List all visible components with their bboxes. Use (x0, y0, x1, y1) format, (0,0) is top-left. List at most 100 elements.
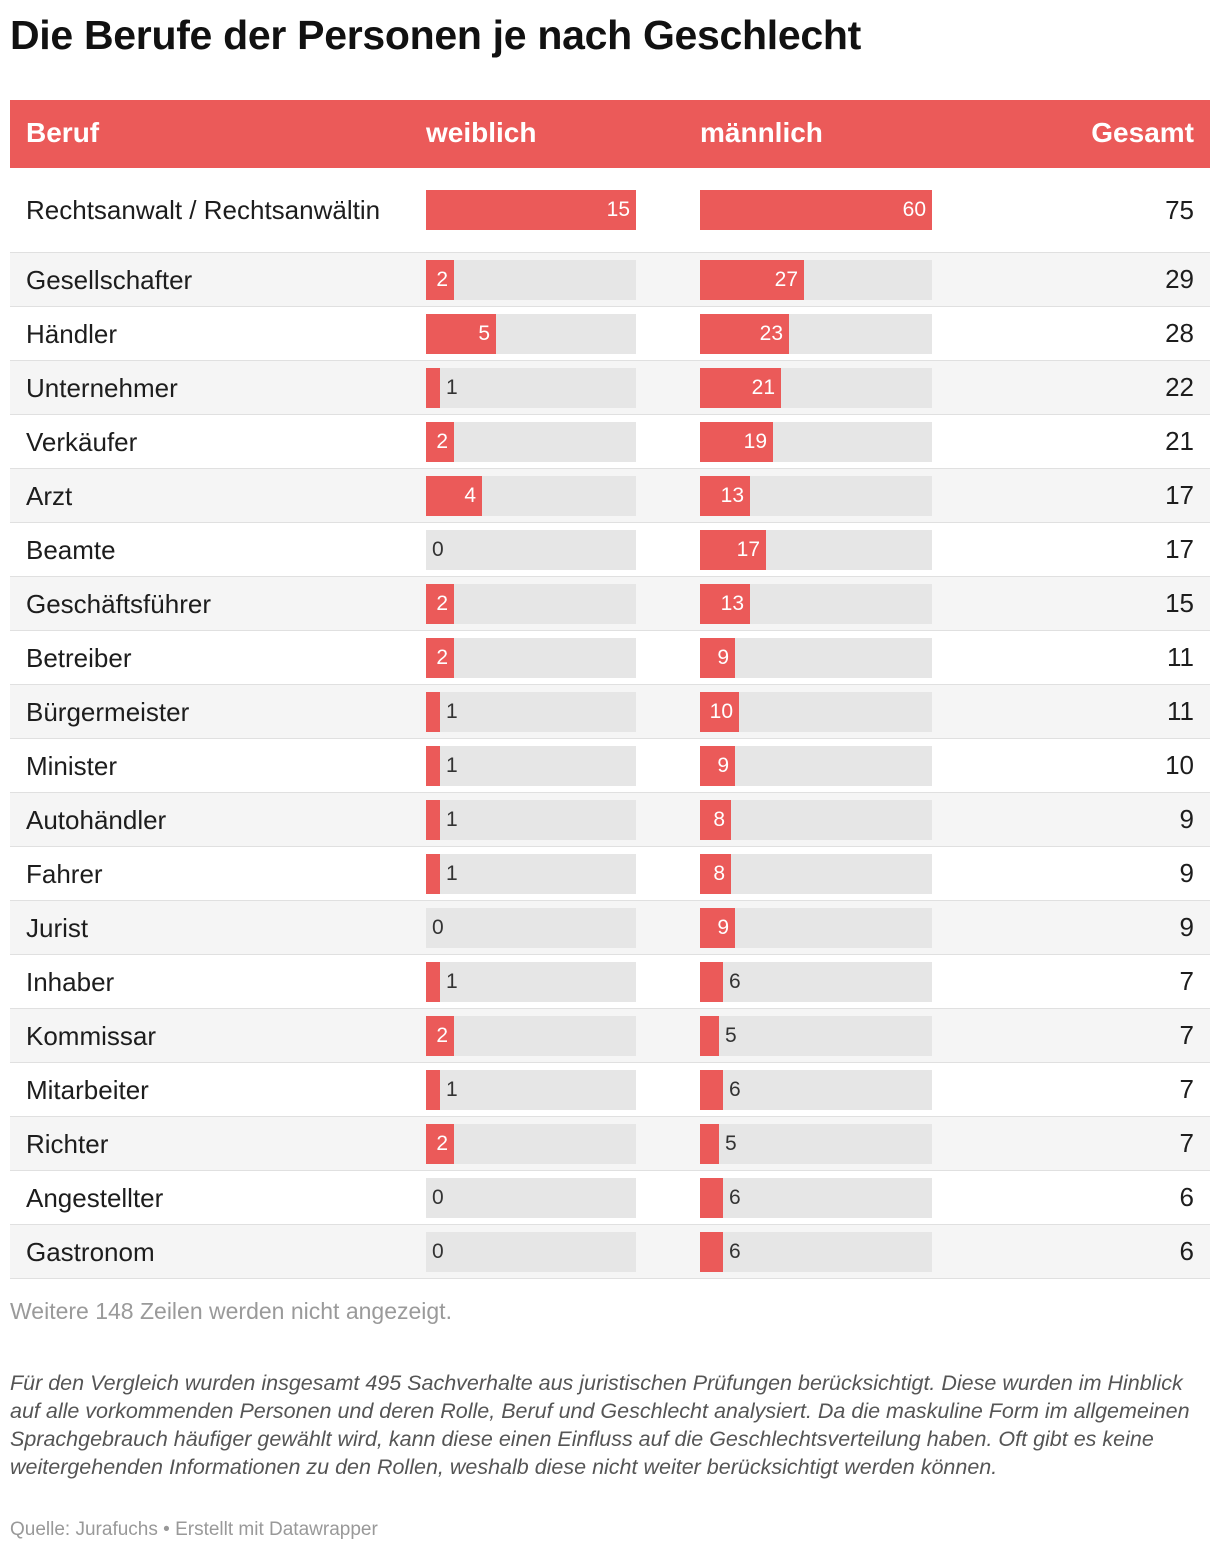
cell-gesamt: 7 (1179, 966, 1194, 996)
maennlich-bar-track: 9 (700, 745, 932, 786)
maennlich-bar (700, 799, 731, 840)
maennlich-value: 19 (743, 429, 767, 453)
maennlich-value: 8 (713, 861, 725, 885)
cell-beruf: Geschäftsführer (26, 588, 211, 619)
weiblich-bar-track: 4 (426, 475, 636, 516)
maennlich-bar (700, 853, 731, 894)
cell-gesamt: 6 (1179, 1182, 1194, 1212)
cell-beruf: Inhaber (26, 966, 115, 997)
cell-beruf: Richter (26, 1128, 109, 1159)
weiblich-bar-track: 0 (426, 1231, 636, 1272)
maennlich-bar-track: 6 (700, 961, 932, 1002)
cell-gesamt: 11 (1167, 642, 1194, 672)
cell-gesamt: 28 (1165, 318, 1194, 348)
maennlich-bar (700, 313, 789, 354)
weiblich-bar-track: 0 (426, 907, 636, 948)
weiblich-value: 1 (446, 969, 458, 993)
maennlich-bar (700, 190, 932, 230)
weiblich-value: 1 (446, 807, 458, 831)
maennlich-bar-track: 10 (700, 691, 932, 732)
weiblich-bar-track: 2 (426, 259, 636, 300)
chart-title: Die Berufe der Personen je nach Geschlec… (10, 12, 861, 58)
cell-gesamt: 7 (1179, 1020, 1194, 1050)
weiblich-value: 4 (464, 483, 476, 507)
maennlich-value: 5 (725, 1131, 737, 1155)
maennlich-bar (700, 907, 735, 948)
weiblich-bar-track: 1 (426, 1069, 636, 1110)
weiblich-bar (426, 961, 440, 1002)
maennlich-bar (700, 637, 735, 678)
maennlich-bar-track: 8 (700, 799, 932, 840)
table-row: Unternehmer 1 21 22 (10, 361, 1210, 415)
table-body: Rechtsanwalt / Rechtsanwältin 15 60 75 Gesel… (10, 168, 1210, 1279)
maennlich-bar (700, 961, 723, 1002)
weiblich-bar (426, 799, 440, 840)
maennlich-bar (700, 1015, 719, 1056)
weiblich-bar (426, 637, 454, 678)
maennlich-bar (700, 367, 781, 408)
table-row: Bürgermeister 1 10 11 (10, 685, 1210, 739)
cell-gesamt: 7 (1179, 1128, 1194, 1158)
weiblich-value: 5 (478, 321, 490, 345)
maennlich-value: 10 (709, 699, 733, 723)
maennlich-bar-track: 6 (700, 1069, 932, 1110)
weiblich-bar-track: 2 (426, 1123, 636, 1164)
weiblich-bar (426, 853, 440, 894)
maennlich-bar (700, 583, 750, 624)
cell-gesamt: 9 (1179, 912, 1194, 942)
cell-beruf: Verkäufer (26, 426, 138, 457)
column-header-beruf[interactable]: Beruf (26, 117, 100, 148)
maennlich-bar-track: 60 (700, 190, 932, 230)
weiblich-bar-track: 1 (426, 799, 636, 840)
maennlich-bar-track: 6 (700, 1231, 932, 1272)
table-row: Arzt 4 13 17 (10, 469, 1210, 523)
weiblich-value: 2 (436, 267, 448, 291)
weiblich-value: 0 (432, 537, 444, 561)
maennlich-value: 6 (729, 1239, 741, 1263)
weiblich-bar (426, 1069, 440, 1110)
table-row: Autohändler 1 8 9 (10, 793, 1210, 847)
weiblich-bar-track: 2 (426, 421, 636, 462)
maennlich-bar-track: 21 (700, 367, 932, 408)
column-header-gesamt[interactable]: Gesamt (1091, 117, 1194, 148)
weiblich-value: 1 (446, 1077, 458, 1101)
weiblich-value: 2 (436, 1131, 448, 1155)
cell-beruf: Fahrer (26, 858, 103, 889)
cell-beruf: Unternehmer (26, 372, 178, 403)
column-header-weiblich[interactable]: weiblich (426, 117, 537, 148)
table-row: Geschäftsführer 2 13 15 (10, 577, 1210, 631)
table-row: Beamte 0 17 17 (10, 523, 1210, 577)
cell-beruf: Autohändler (26, 804, 167, 835)
cell-gesamt: 17 (1165, 534, 1194, 564)
weiblich-bar (426, 313, 496, 354)
maennlich-value: 9 (717, 915, 729, 939)
cell-gesamt: 6 (1179, 1236, 1194, 1266)
weiblich-bar (426, 1015, 454, 1056)
table-row: Gastronom 0 6 6 (10, 1225, 1210, 1279)
cell-gesamt: 21 (1165, 426, 1194, 456)
weiblich-bar-track: 2 (426, 583, 636, 624)
maennlich-value: 27 (774, 267, 798, 291)
maennlich-bar-track: 5 (700, 1123, 932, 1164)
weiblich-bar-track: 1 (426, 691, 636, 732)
maennlich-bar (700, 745, 735, 786)
weiblich-bar (426, 583, 454, 624)
maennlich-bar-track: 19 (700, 421, 932, 462)
maennlich-value: 6 (729, 1077, 741, 1101)
column-header-maennlich[interactable]: männlich (700, 117, 823, 148)
maennlich-bar-track: 8 (700, 853, 932, 894)
maennlich-bar (700, 421, 773, 462)
maennlich-bar (700, 259, 804, 300)
maennlich-value: 6 (729, 1185, 741, 1209)
cell-gesamt: 7 (1179, 1074, 1194, 1104)
weiblich-value: 0 (432, 915, 444, 939)
cell-beruf: Bürgermeister (26, 696, 190, 727)
weiblich-bar-track: 5 (426, 313, 636, 354)
weiblich-bar-track: 1 (426, 367, 636, 408)
maennlich-value: 17 (736, 537, 760, 561)
maennlich-bar-track: 9 (700, 637, 932, 678)
cell-gesamt: 29 (1165, 264, 1194, 294)
maennlich-bar-track: 6 (700, 1177, 932, 1218)
weiblich-value: 2 (436, 429, 448, 453)
cell-gesamt: 17 (1165, 480, 1194, 510)
